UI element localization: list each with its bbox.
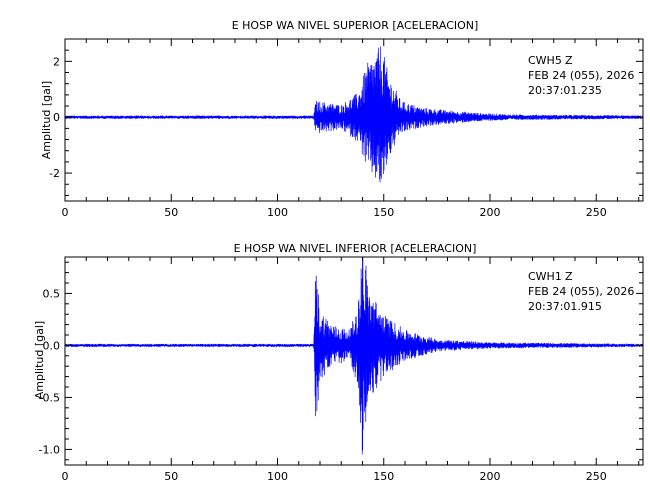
panel-upper: E HOSP WA NIVEL SUPERIOR [ACELERACION] A…	[40, 19, 644, 219]
y-tick-label: 0.0	[43, 339, 61, 352]
chart-title-upper: E HOSP WA NIVEL SUPERIOR [ACELERACION]	[232, 19, 479, 32]
x-tick-label: 150	[373, 206, 394, 219]
x-tick-label: 250	[586, 206, 607, 219]
x-tick-label: 150	[373, 470, 394, 483]
time-label-upper: 20:37:01.235	[528, 84, 602, 97]
x-tick-label: 50	[164, 206, 178, 219]
x-tick-label: 100	[267, 470, 288, 483]
date-label-lower: FEB 24 (055), 2026	[528, 285, 634, 298]
y-axis-label-upper: Amplitud [gal]	[40, 81, 53, 159]
y-tick-label: -1.0	[39, 443, 60, 456]
y-tick-label: 0.5	[43, 287, 61, 300]
plot-frame-upper	[64, 38, 644, 202]
waveform-trace	[64, 46, 644, 183]
panel-lower: E HOSP WA NIVEL INFERIOR [ACELERACION] A…	[33, 242, 644, 483]
time-label-lower: 20:37:01.915	[528, 300, 602, 313]
x-tick-label: 0	[62, 206, 69, 219]
x-tick-label: 200	[480, 470, 501, 483]
y-tick-label: -2	[49, 167, 60, 180]
chart-title-lower: E HOSP WA NIVEL INFERIOR [ACELERACION]	[234, 242, 477, 255]
station-label-upper: CWH5	[528, 54, 562, 67]
y-tick-label: -0.5	[39, 391, 60, 404]
plot-frame-lower	[64, 256, 644, 466]
y-tick-label: 0	[53, 111, 60, 124]
station-label-lower: CWH1	[528, 270, 562, 283]
y-axis-label-lower: Amplitud [gal]	[33, 321, 46, 399]
waveform-trace	[64, 256, 644, 455]
x-tick-label: 200	[480, 206, 501, 219]
x-tick-label: 0	[62, 470, 69, 483]
x-tick-label: 250	[586, 470, 607, 483]
x-tick-label: 50	[164, 470, 178, 483]
x-tick-label: 100	[267, 206, 288, 219]
date-label-upper: FEB 24 (055), 2026	[528, 69, 634, 82]
component-label-upper: Z	[565, 54, 573, 67]
y-tick-label: 2	[53, 55, 60, 68]
component-label-lower: Z	[565, 270, 573, 283]
